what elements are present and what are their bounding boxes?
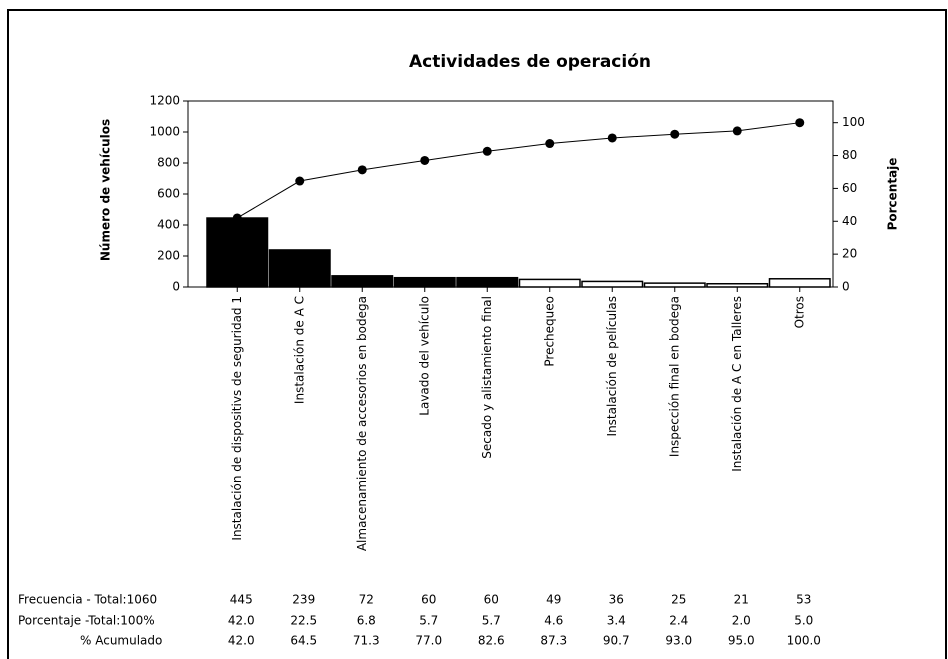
y-tick-label: 400 (157, 218, 180, 232)
table-cell: 2.0 (732, 614, 751, 628)
y2-tick-label: 40 (842, 214, 857, 228)
table-cell: 93.0 (665, 634, 692, 648)
y-tick-label: 600 (157, 187, 180, 201)
bar (268, 249, 331, 288)
table-row-label: % Acumulado (80, 634, 162, 648)
bar (643, 282, 706, 288)
bar (581, 280, 644, 288)
chart-title: Actividades de operación (409, 52, 651, 72)
y2-axis-label: Porcentaje (886, 158, 900, 231)
y2-tick-label: 100 (842, 115, 865, 129)
table-cell: 53 (796, 593, 811, 607)
table-cell: 64.5 (290, 634, 317, 648)
table-cell: 5.7 (482, 614, 501, 628)
y2-tick-label: 0 (842, 280, 850, 294)
table-cell: 445 (230, 593, 253, 607)
x-tick-label: Inspección final en bodega (667, 296, 681, 457)
table-cell: 22.5 (290, 614, 317, 628)
cumulative-point (232, 213, 242, 223)
y-tick-label: 200 (157, 249, 180, 263)
x-tick-label: Lavado del vehículo (417, 296, 431, 416)
cumulative-point (420, 155, 430, 165)
table-cell: 36 (609, 593, 624, 607)
table-cell: 90.7 (603, 634, 630, 648)
y-tick-label: 1000 (149, 125, 180, 139)
x-tick-label: Secado y alistamiento final (480, 296, 494, 459)
table-cell: 4.6 (544, 614, 563, 628)
x-tick-label: Otros (792, 296, 806, 328)
table-cell: 60 (484, 593, 499, 607)
table-row-label: Porcentaje -Total:100% (18, 614, 155, 628)
y-tick-label: 0 (172, 280, 180, 294)
bar (518, 278, 581, 288)
table-row-label: Frecuencia - Total:1060 (18, 593, 157, 607)
table-cell: 5.0 (794, 614, 813, 628)
table-cell: 2.4 (669, 614, 688, 628)
table-cell: 100.0 (787, 634, 821, 648)
cumulative-point (545, 139, 555, 149)
y-tick-label: 1200 (149, 94, 180, 108)
table-cell: 3.4 (607, 614, 626, 628)
x-tick-label: Prechequeo (542, 296, 556, 367)
table-cell: 21 (734, 593, 749, 607)
table-cell: 95.0 (728, 634, 755, 648)
table-cell: 42.0 (228, 614, 255, 628)
bar (393, 276, 456, 288)
y2-tick-label: 80 (842, 148, 857, 162)
x-tick-label: Instalación de A C en Talleres (730, 296, 744, 472)
bar (456, 276, 519, 288)
y-tick-label: 800 (157, 156, 180, 170)
y2-tick-label: 20 (842, 247, 857, 261)
cumulative-point (795, 118, 805, 128)
y2-tick-label: 60 (842, 181, 857, 195)
x-tick-label: Instalación de dispositivs de seguridad … (230, 296, 244, 541)
table-cell: 71.3 (353, 634, 380, 648)
x-tick-label: Instalación de películas (605, 296, 619, 436)
table-cell: 82.6 (478, 634, 505, 648)
x-tick-label: Instalación de A C (292, 296, 306, 404)
cumulative-point (607, 133, 617, 143)
bar (768, 278, 831, 288)
bar (331, 275, 394, 288)
cumulative-point (732, 126, 742, 136)
table-cell: 25 (671, 593, 686, 607)
cumulative-point (357, 165, 367, 175)
table-cell: 72 (359, 593, 374, 607)
cumulative-point (295, 176, 305, 186)
table-cell: 87.3 (540, 634, 567, 648)
cumulative-line (236, 122, 800, 219)
table-cell: 239 (292, 593, 315, 607)
table-cell: 60 (421, 593, 436, 607)
table-cell: 77.0 (415, 634, 442, 648)
table-cell: 6.8 (357, 614, 376, 628)
frame (7, 9, 947, 659)
cumulative-point (482, 146, 492, 156)
cumulative-point (670, 129, 680, 139)
bar (206, 217, 269, 288)
y-axis-label: Número de vehículos (99, 119, 113, 261)
table-cell: 5.7 (419, 614, 438, 628)
table-cell: 49 (546, 593, 561, 607)
table-cell: 42.0 (228, 634, 255, 648)
bar (706, 282, 769, 288)
x-tick-label: Almacenamiento de accesorios en bodega (355, 296, 369, 551)
